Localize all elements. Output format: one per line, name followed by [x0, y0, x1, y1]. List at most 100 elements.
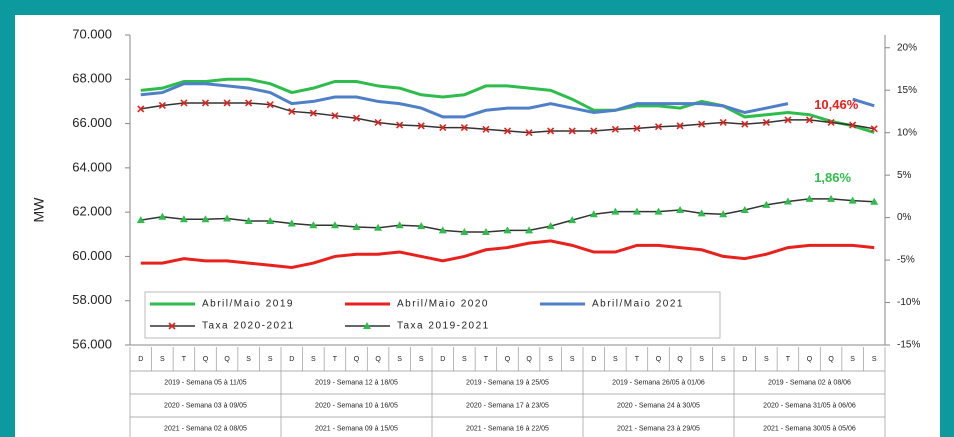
marker	[503, 226, 512, 234]
x-tick-label: S	[850, 356, 855, 363]
marker	[352, 114, 361, 122]
x-tick-label: S	[397, 356, 402, 363]
marker	[568, 216, 577, 224]
marker	[589, 210, 598, 218]
x-tick-label: Q	[224, 356, 230, 363]
data-label: 1,86%	[814, 170, 851, 185]
week-label: 2019 - Semana 05 à 11/05	[164, 379, 246, 386]
week-label: 2020 - Semana 17 à 23/05	[466, 402, 549, 409]
marker	[633, 124, 641, 132]
chart-panel	[15, 15, 940, 437]
marker	[611, 207, 620, 215]
marker	[179, 215, 188, 223]
marker	[201, 215, 210, 223]
marker	[481, 228, 490, 236]
marker	[870, 125, 878, 133]
marker	[848, 196, 857, 204]
x-tick-label: Q	[828, 356, 834, 363]
marker	[417, 122, 425, 130]
week-label: 2019 - Semana 12 à 18/05	[315, 379, 398, 386]
marker	[417, 222, 426, 230]
week-label: 2020 - Semana 31/05 à 06/06	[763, 402, 856, 409]
marker	[741, 120, 749, 128]
marker	[805, 116, 814, 124]
y2-tick-label: 0%	[897, 212, 912, 223]
series-line	[140, 239, 875, 270]
x-tick-label: Q	[354, 356, 360, 363]
legend: Abril/Maio 2019 Abril/Maio 2020 Abril/Maio…	[144, 291, 721, 339]
marker	[180, 99, 188, 107]
x-tick-label: T	[182, 356, 187, 363]
marker	[331, 112, 339, 120]
x-tick-label: Q	[203, 356, 209, 363]
x-tick-label: S	[462, 356, 467, 363]
y2-tick-label: -10%	[897, 297, 920, 308]
marker	[827, 194, 836, 202]
marker	[288, 107, 296, 116]
x-tick-label: S	[311, 356, 316, 363]
legend-box	[144, 291, 721, 339]
marker	[395, 221, 404, 229]
marker	[568, 127, 576, 135]
week-label: 2021 - Semana 02 à 08/05	[164, 425, 247, 432]
week-label: 2021 - Semana 16 à 22/05	[466, 425, 549, 432]
marker	[849, 121, 857, 129]
marker	[525, 226, 534, 234]
x-tick-label: Q	[677, 356, 683, 363]
x-tick-label: Q	[807, 356, 813, 363]
week-label: 2019 - Semana 02 à 08/06	[768, 379, 851, 386]
marker	[525, 129, 533, 137]
y-tick-label: 56.000	[72, 336, 112, 351]
marker	[245, 99, 253, 107]
marker	[158, 212, 167, 220]
legend-label: Abril/Maio 2021	[592, 299, 684, 310]
x-tick-label: Q	[505, 356, 511, 363]
week-label: 2021 - Semana 09 à 15/05	[315, 425, 398, 432]
marker	[309, 109, 317, 117]
x-tick-label: Q	[656, 356, 662, 363]
marker	[352, 222, 361, 230]
week-label: 2021 - Semana 30/05 à 05/06	[763, 425, 856, 432]
y-tick-label: 58.000	[72, 292, 112, 307]
legend-label: Taxa 2019-2021	[397, 321, 490, 332]
marker	[460, 124, 468, 132]
y-tick-label: 66.000	[72, 115, 112, 130]
marker	[158, 101, 166, 110]
marker	[784, 116, 792, 124]
legend-label: Abril/Maio 2019	[202, 299, 294, 310]
marker	[330, 221, 339, 229]
marker	[697, 209, 706, 217]
marker	[374, 223, 383, 231]
marker	[546, 222, 555, 230]
y2-tick-label: 5%	[897, 170, 912, 181]
marker	[805, 194, 814, 202]
week-label: 2020 - Semana 10 à 16/05	[315, 402, 398, 409]
marker	[438, 226, 447, 234]
x-tick-label: S	[246, 356, 251, 363]
x-tick-label: Q	[526, 356, 532, 363]
y-tick-label: 60.000	[72, 248, 112, 263]
x-tick-label: S	[613, 356, 618, 363]
x-tick-label: T	[333, 356, 338, 363]
series-line	[140, 82, 789, 119]
y-tick-label: 70.000	[72, 26, 112, 41]
x-tick-label: D	[138, 356, 143, 363]
marker	[137, 105, 145, 113]
marker	[719, 118, 727, 127]
week-label: 2021 - Semana 23 à 29/05	[617, 425, 700, 432]
x-tick-label: T	[484, 356, 489, 363]
week-label: 2020 - Semana 24 à 30/05	[617, 402, 700, 409]
y-tick-label: 62.000	[72, 204, 112, 219]
x-tick-label: T	[635, 356, 640, 363]
legend-label: Taxa 2020-2021	[202, 321, 295, 332]
marker	[266, 101, 274, 109]
x-tick-label: S	[419, 356, 424, 363]
series-line	[140, 77, 875, 134]
week-label: 2020 - Semana 03 à 09/05	[164, 402, 247, 409]
marker	[611, 125, 619, 133]
x-tick-label: D	[591, 356, 596, 363]
legend-label: Abril/Maio 2020	[397, 299, 489, 310]
marker	[762, 118, 770, 127]
legend-marker	[168, 322, 176, 330]
